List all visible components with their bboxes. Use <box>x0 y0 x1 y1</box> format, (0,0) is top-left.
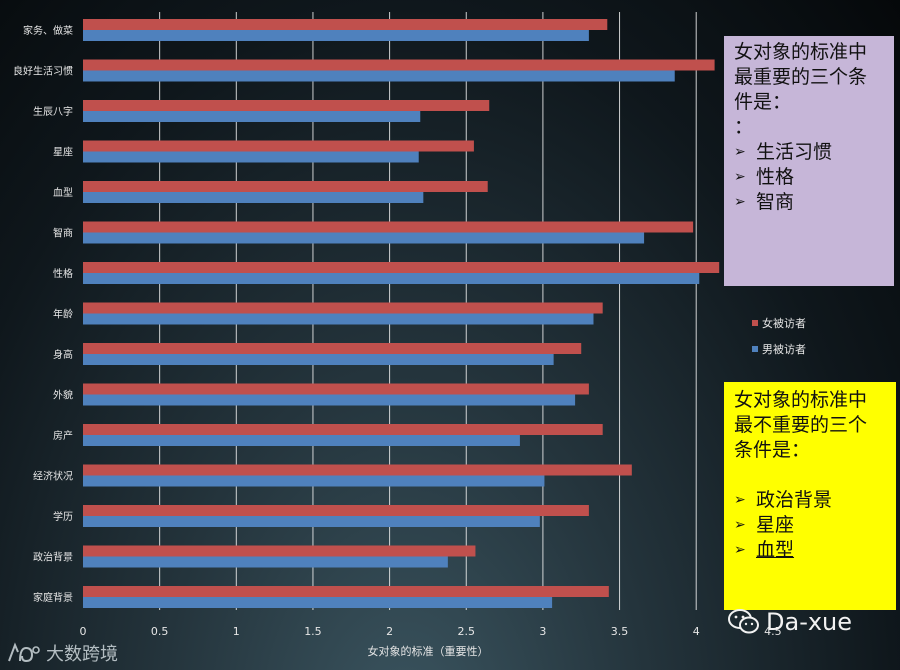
note-bottom-title: 女对象的标准中 最不重要的三个 条件是： <box>734 389 868 461</box>
note-top-item-label: 智商 <box>756 191 795 213</box>
note-top-list: ➢ 生活习惯 ➢ 性格 ➢ 智商 <box>734 140 884 215</box>
bar-male <box>83 70 675 82</box>
watermark-wechat: Da-xue <box>728 608 852 636</box>
note-most-important: 女对象的标准中 最重要的三个条 件是： ： ➢ 生活习惯 ➢ 性格 ➢ 智商 <box>724 36 894 286</box>
bar-male <box>83 30 589 41</box>
wechat-icon <box>728 609 759 634</box>
x-tick-label: 0.5 <box>151 625 169 638</box>
x-tick-label: 4.5 <box>764 625 782 638</box>
bar-male <box>83 151 419 163</box>
bar-female <box>83 383 589 395</box>
bar-female <box>83 505 589 516</box>
category-label: 血型 <box>53 186 73 199</box>
category-label: 经济状况 <box>33 470 73 483</box>
arrow-bullet-icon: ➢ <box>734 517 746 533</box>
bar-male <box>83 313 594 325</box>
bar-male <box>83 597 553 608</box>
category-label: 性格 <box>53 267 73 280</box>
x-tick-label: 4 <box>693 625 700 638</box>
x-tick-label: 0 <box>80 625 87 638</box>
bar-male <box>83 435 520 446</box>
x-tick-labels: 0 0.5 1 1.5 2 2.5 3 3.5 4 4.5 <box>80 625 782 638</box>
bar-male <box>83 516 540 527</box>
note-top-item-label: 生活习惯 <box>756 141 833 163</box>
note-top-item-label: 性格 <box>756 166 795 188</box>
bar-male <box>83 232 645 244</box>
x-tick-label: 3 <box>539 625 546 638</box>
watermark-logo-left: 大数跨境 <box>6 640 118 666</box>
bar-female <box>83 19 608 30</box>
bar-female <box>83 545 476 557</box>
arrow-bullet-icon: ➢ <box>734 492 746 508</box>
bar-female <box>83 302 603 314</box>
arrow-bullet-icon: ➢ <box>734 169 746 185</box>
note-bottom-item: ➢ 血型 <box>734 538 886 563</box>
bar-male <box>83 556 448 568</box>
bar-male <box>83 111 421 122</box>
bar-female <box>83 100 490 111</box>
arrow-bullet-icon: ➢ <box>734 194 746 210</box>
bar-male <box>83 354 554 365</box>
bar-female <box>83 181 488 192</box>
x-tick-label: 2.5 <box>458 625 476 638</box>
note-bottom-item: ➢ 政治背景 <box>734 488 886 513</box>
category-label: 智商 <box>53 227 73 240</box>
note-top-item: ➢ 智商 <box>734 190 884 215</box>
bar-male <box>83 273 700 284</box>
bar-female <box>83 343 582 354</box>
legend-swatch <box>752 320 758 326</box>
bar-female <box>83 221 694 233</box>
category-label: 外貌 <box>53 389 73 402</box>
x-tick-label: 1 <box>233 625 240 638</box>
bar-male <box>83 192 424 203</box>
legend-label: 男被访者 <box>762 343 806 356</box>
note-bottom-item: ➢ 星座 <box>734 513 886 538</box>
bar-male <box>83 394 576 406</box>
category-label: 家庭背景 <box>33 591 73 604</box>
legend-label: 女被访者 <box>762 316 806 330</box>
bar-female <box>83 464 632 476</box>
x-axis-title: 女对象的标准（重要性） <box>368 644 489 658</box>
bars <box>83 19 720 608</box>
category-label: 星座 <box>53 146 73 159</box>
category-label: 房产 <box>53 429 73 442</box>
daxue-logo-icon <box>8 642 40 663</box>
note-bottom-list: ➢ 政治背景 ➢ 星座 ➢ 血型 <box>734 488 886 563</box>
x-tick-label: 3.5 <box>611 625 629 638</box>
x-tick-label: 2 <box>386 625 393 638</box>
category-label: 政治背景 <box>33 551 73 564</box>
note-least-important: 女对象的标准中 最不重要的三个 条件是： ➢ 政治背景 ➢ 星座 ➢ 血型 <box>724 382 896 610</box>
bar-female <box>83 424 603 435</box>
legend-swatch <box>752 346 758 352</box>
x-tick-label: 1.5 <box>304 625 322 638</box>
note-top-item: ➢ 性格 <box>734 165 884 190</box>
bar-male <box>83 475 545 487</box>
category-label: 良好生活习惯 <box>13 65 73 78</box>
note-bottom-item-label: 星座 <box>756 514 795 536</box>
note-bottom-item-label: 政治背景 <box>756 489 833 511</box>
bar-female <box>83 586 609 597</box>
note-bottom-item-label: 血型 <box>756 539 795 561</box>
arrow-bullet-icon: ➢ <box>734 542 746 558</box>
note-top-title: 女对象的标准中 最重要的三个条 件是： ： <box>734 41 868 138</box>
bar-female <box>83 262 720 273</box>
category-labels: 家务、做菜良好生活习惯生辰八字星座血型智商性格年龄身高外貌房产经济状况学历政治背… <box>13 24 73 604</box>
category-label: 年龄 <box>53 308 73 321</box>
category-label: 身高 <box>53 348 73 361</box>
watermark-right-text: Da-xue <box>766 608 853 636</box>
category-label: 学历 <box>53 510 73 523</box>
arrow-bullet-icon: ➢ <box>734 144 746 160</box>
bar-female <box>83 59 715 71</box>
watermark-left-text: 大数跨境 <box>46 644 118 665</box>
category-label: 家务、做菜 <box>23 24 73 37</box>
category-label: 生辰八字 <box>33 105 73 118</box>
bar-female <box>83 140 474 152</box>
note-top-item: ➢ 生活习惯 <box>734 140 884 165</box>
